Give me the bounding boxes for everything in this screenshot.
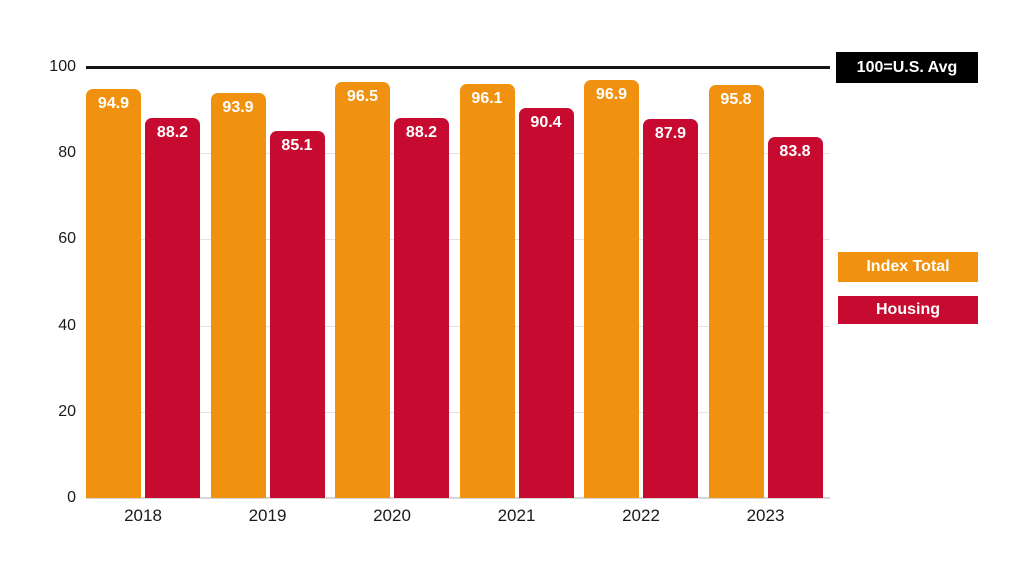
- bar-housing: 87.9: [643, 119, 698, 498]
- reference-line-label: 100=U.S. Avg: [836, 52, 978, 83]
- x-axis-category-label: 2020: [373, 506, 411, 525]
- bar-index-total: 94.9: [86, 88, 141, 498]
- legend-item-index-total: Index Total: [838, 252, 978, 282]
- bar-value-label: 96.1: [471, 89, 503, 107]
- bar-index-total: 96.9: [584, 80, 639, 498]
- bar-index-total: 93.9: [210, 93, 266, 498]
- bar-value-label: 95.8: [720, 91, 752, 109]
- gridline: [86, 239, 830, 241]
- x-axis-category-label: 2023: [746, 506, 785, 525]
- x-axis-category-label: 2022: [622, 506, 660, 525]
- x-axis-category-label: 2018: [124, 506, 162, 525]
- y-axis-tick-label: 60: [58, 230, 76, 248]
- bar-housing: 88.2: [394, 117, 449, 498]
- bar-index-total: 96.5: [335, 82, 390, 498]
- gridline: [86, 411, 830, 413]
- x-axis-category-label: 2021: [497, 506, 536, 525]
- bar-housing: 85.1: [269, 131, 325, 498]
- bar-value-label: 94.9: [97, 94, 130, 112]
- bar-value-label: 93.9: [222, 99, 254, 117]
- bar-value-label: 83.8: [779, 142, 811, 160]
- y-axis-tick-label: 0: [67, 489, 76, 506]
- bar-value-label: 87.9: [654, 125, 687, 143]
- reference-line: [86, 66, 830, 69]
- bar-value-label: 85.1: [281, 137, 313, 155]
- legend-item-housing: Housing: [838, 296, 978, 324]
- gridline: [86, 325, 830, 327]
- x-axis-category-label: 2019: [248, 506, 287, 525]
- bar-housing: 83.8: [767, 136, 823, 498]
- x-axis-baseline: [86, 497, 830, 499]
- bar-value-label: 88.2: [405, 123, 438, 141]
- gridline: [86, 153, 830, 155]
- bar-index-total: 96.1: [459, 83, 515, 498]
- y-axis-tick-label: 40: [58, 316, 76, 334]
- bar-housing: 88.2: [145, 117, 200, 498]
- bar-value-label: 96.9: [595, 86, 628, 104]
- y-axis-tick-label: 20: [58, 402, 76, 420]
- bar-value-label: 88.2: [156, 123, 189, 141]
- y-axis-tick-label: 100: [49, 58, 76, 75]
- bar-index-total: 95.8: [708, 85, 764, 498]
- bar-housing: 90.4: [518, 108, 574, 498]
- bar-value-label: 96.5: [346, 88, 379, 106]
- bar-value-label: 90.4: [530, 114, 562, 132]
- y-axis-tick-label: 80: [58, 144, 76, 162]
